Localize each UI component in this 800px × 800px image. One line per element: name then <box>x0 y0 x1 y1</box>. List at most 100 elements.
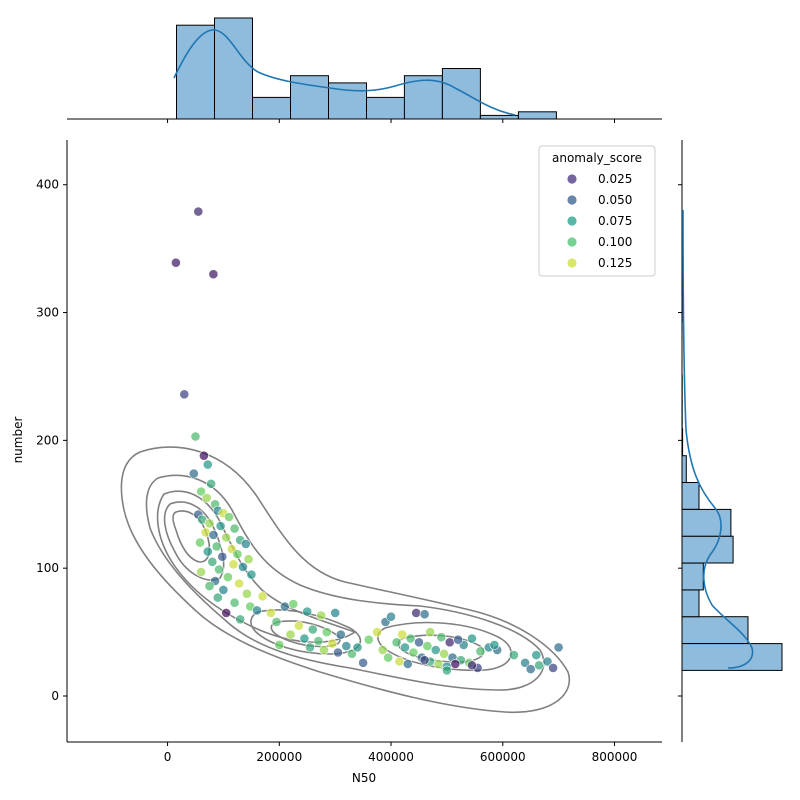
scatter-point <box>211 541 222 552</box>
scatter-point <box>433 659 444 669</box>
scatter-point <box>377 645 388 655</box>
scatter-point <box>302 606 313 617</box>
scatter-point <box>288 599 299 609</box>
top-hist-kde <box>173 29 516 116</box>
top-hist-bar <box>214 17 253 120</box>
scatter-point <box>531 650 542 660</box>
y-tick-label: 100 <box>36 561 59 575</box>
scatter-point <box>467 633 477 644</box>
scatter-point <box>475 646 486 657</box>
scatter-point <box>274 640 285 650</box>
scatter-point <box>386 611 396 622</box>
scatter-point <box>279 601 290 612</box>
scatter-point <box>316 610 327 621</box>
right-hist-bar <box>681 589 700 618</box>
scatter-point <box>206 478 216 489</box>
scatter-point <box>170 257 181 268</box>
x-tick-label: 0 <box>164 750 172 764</box>
scatter-point <box>202 459 213 470</box>
scatter-point <box>305 642 315 653</box>
scatter-point <box>235 614 246 625</box>
legend: anomaly_score 0.025 0.050 0.075 0.100 0.125 <box>538 145 656 277</box>
x-tick-label: 800000 <box>592 750 638 764</box>
top-hist-bar <box>252 96 291 120</box>
legend-label: 0.125 <box>598 256 632 270</box>
scatter-point <box>212 592 223 603</box>
top-hist-bar <box>176 24 215 120</box>
y-tick-label: 400 <box>36 178 59 192</box>
scatter-point <box>224 512 234 522</box>
scatter-point <box>243 554 254 565</box>
scatter-point <box>352 642 363 653</box>
scatter-point <box>419 609 430 620</box>
legend-marker <box>567 216 577 226</box>
right-hist-bar <box>681 455 687 484</box>
legend-label: 0.100 <box>598 235 632 249</box>
scatter-point <box>240 539 251 549</box>
scatter-point <box>257 591 268 602</box>
top-hist-bar <box>479 114 519 120</box>
scatter-point <box>208 269 219 280</box>
scatter-point <box>346 648 357 659</box>
scatter-point <box>232 549 243 559</box>
scatter-point <box>218 585 229 595</box>
scatter-point <box>221 532 232 543</box>
axis-frame <box>66 140 662 743</box>
top-hist-bar <box>366 96 405 120</box>
scatter-point <box>419 655 430 666</box>
scatter-point <box>358 657 368 668</box>
top-hist-bar <box>441 68 481 120</box>
scatter-point <box>179 389 190 400</box>
legend-label: 0.075 <box>598 214 632 228</box>
scatter-point <box>363 634 374 645</box>
legend-marker <box>567 258 577 268</box>
x-tick-label: 200000 <box>256 750 302 764</box>
top-hist-bar <box>517 111 557 120</box>
scatter-point <box>241 588 252 599</box>
scatter-point <box>411 608 422 618</box>
scatter-point <box>207 556 218 567</box>
scatter-point <box>453 634 463 645</box>
scatter-point <box>202 546 213 557</box>
x-tick-label: 600000 <box>480 750 526 764</box>
scatter-point <box>208 530 219 540</box>
scatter-point <box>444 637 455 648</box>
scatter-point <box>238 562 248 572</box>
scatter-point <box>228 559 239 570</box>
scatter-point <box>335 629 346 640</box>
scatter-point <box>221 608 232 618</box>
scatter-point <box>293 620 304 631</box>
scatter-point <box>198 450 209 461</box>
legend-title: anomaly_score <box>552 151 642 165</box>
scatter-point <box>372 627 382 637</box>
y-tick-label: 0 <box>51 689 59 703</box>
scatter-point <box>394 656 405 667</box>
scatter-point <box>405 633 416 644</box>
legend-label: 0.025 <box>598 172 632 186</box>
scatter-point <box>193 206 204 217</box>
scatter-point <box>313 636 324 646</box>
scatter-point <box>425 627 435 637</box>
top-histogram <box>67 17 662 123</box>
scatter-point <box>422 641 433 651</box>
scatter-point <box>204 581 215 591</box>
scatter-point <box>383 652 394 663</box>
scatter-point <box>196 486 206 497</box>
x-tick-label: 400000 <box>368 750 414 764</box>
scatter-point <box>439 648 449 659</box>
main-axes: 0 200000 400000 600000 800000 0100200300400 … <box>11 140 662 785</box>
right-hist-bar <box>681 482 700 510</box>
scatter-point <box>408 647 419 658</box>
scatter-point <box>252 605 262 616</box>
scatter-point <box>265 608 276 618</box>
scatter-point <box>327 638 338 649</box>
right-hist-bar <box>681 562 704 591</box>
scatter-point <box>525 664 536 674</box>
scatter-point <box>214 564 224 575</box>
scatter-point <box>201 492 212 503</box>
scatter-point <box>467 660 477 671</box>
scatter-point <box>553 642 564 653</box>
scatter-point <box>341 641 352 651</box>
scatter-point <box>246 569 257 580</box>
scatter-point <box>195 537 205 548</box>
